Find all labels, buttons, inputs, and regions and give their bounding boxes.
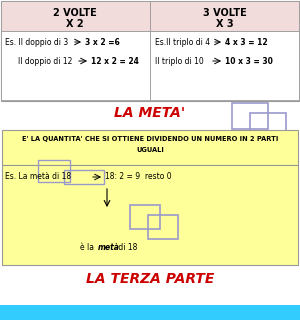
Bar bbox=[1, 1, 299, 101]
Text: 12 x 2 = 24: 12 x 2 = 24 bbox=[91, 57, 139, 66]
Text: X 3: X 3 bbox=[216, 19, 234, 29]
Bar bbox=[1, 1, 150, 31]
Text: 10 x 3 = 30: 10 x 3 = 30 bbox=[225, 57, 273, 66]
Text: Il triplo di 10: Il triplo di 10 bbox=[155, 57, 206, 66]
Bar bbox=[150, 31, 299, 100]
Bar bbox=[2, 165, 298, 265]
Text: LA META': LA META' bbox=[114, 106, 186, 120]
Text: 3 VOLTE: 3 VOLTE bbox=[203, 8, 247, 18]
Text: UGUALI: UGUALI bbox=[136, 147, 164, 153]
Text: Es. Il doppio di 3: Es. Il doppio di 3 bbox=[5, 38, 70, 47]
Bar bbox=[2, 130, 298, 165]
Bar bbox=[250, 113, 286, 139]
Text: di 18: di 18 bbox=[116, 243, 137, 252]
Text: 4 x 3 = 12: 4 x 3 = 12 bbox=[225, 38, 268, 47]
Text: 3 x 2 =6: 3 x 2 =6 bbox=[85, 38, 120, 47]
Bar bbox=[232, 103, 268, 129]
Bar bbox=[38, 160, 70, 182]
Text: E' LA QUANTITA' CHE SI OTTIENE DIVIDENDO UN NUMERO IN 2 PARTI: E' LA QUANTITA' CHE SI OTTIENE DIVIDENDO… bbox=[22, 136, 278, 142]
Text: LA TERZA PARTE: LA TERZA PARTE bbox=[86, 272, 214, 286]
Text: Es.Il triplo di 4: Es.Il triplo di 4 bbox=[155, 38, 212, 47]
Text: X 2: X 2 bbox=[66, 19, 84, 29]
Text: è la: è la bbox=[80, 243, 96, 252]
Bar bbox=[1, 31, 150, 100]
Bar bbox=[64, 170, 104, 184]
Text: Il doppio di 12: Il doppio di 12 bbox=[18, 57, 80, 66]
Bar bbox=[0, 305, 300, 320]
Text: metà: metà bbox=[98, 243, 120, 252]
Text: 2 VOLTE: 2 VOLTE bbox=[53, 8, 97, 18]
Text: 18: 2 = 9  resto 0: 18: 2 = 9 resto 0 bbox=[105, 172, 172, 181]
Bar bbox=[150, 1, 299, 31]
Bar bbox=[130, 205, 160, 229]
Text: Es. La metà di 18: Es. La metà di 18 bbox=[5, 172, 71, 181]
Bar bbox=[148, 215, 178, 239]
